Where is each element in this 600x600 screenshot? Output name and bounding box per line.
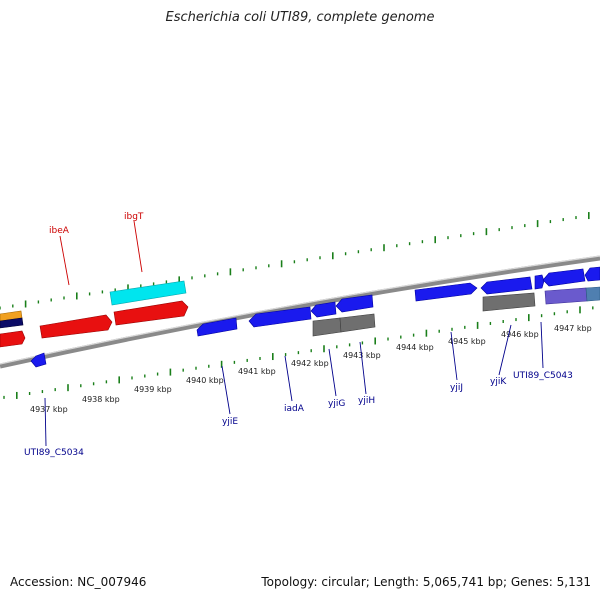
scale-label-4940: 4940 kbp xyxy=(186,376,224,385)
scale-labels: 4937 kbp 4938 kbp 4939 kbp 4940 kbp 4941… xyxy=(30,324,592,414)
gene-feature-UTI89_C5034[interactable] xyxy=(30,352,47,368)
gene-feature-gray-2[interactable] xyxy=(339,313,376,333)
gene-feature-gray-3[interactable] xyxy=(482,292,536,312)
gene-feature-gray-1[interactable] xyxy=(312,317,342,337)
gene-label-yjiK[interactable]: yjiK xyxy=(490,377,507,387)
scale-label-4938: 4938 kbp xyxy=(82,395,120,404)
gene-label-leaders xyxy=(44,220,544,447)
genome-backbone-highlight xyxy=(0,255,600,365)
gene-label-yjiJ[interactable]: yjiJ xyxy=(450,383,463,393)
gene-label-yjiH[interactable]: yjiH xyxy=(358,396,375,406)
accession-text: Accession: NC_007946 xyxy=(10,575,147,589)
scale-label-4942: 4942 kbp xyxy=(291,359,329,368)
gene-feature-ibeA[interactable] xyxy=(39,314,113,339)
scale-label-4947: 4947 kbp xyxy=(554,324,592,333)
gene-feature-yjiE[interactable] xyxy=(196,317,238,337)
outer-tick-ring xyxy=(0,212,590,310)
leader-ibeA xyxy=(59,235,70,286)
gene-labels: ibeA ibgT UTI89_C5034 yjiE iadA yjiG yji… xyxy=(24,212,573,458)
scale-label-4937: 4937 kbp xyxy=(30,405,68,414)
scale-label-4946: 4946 kbp xyxy=(501,330,539,339)
genome-summary-text: Topology: circular; Length: 5,065,741 bp… xyxy=(261,575,591,589)
gene-label-iadA[interactable]: iadA xyxy=(284,404,305,414)
map-title: Escherichia coli UTI89, complete genome xyxy=(165,10,435,25)
gene-feature-blue-edge[interactable] xyxy=(584,266,600,282)
gene-feature-red-2[interactable] xyxy=(113,300,189,326)
gene-feature-yjiH[interactable] xyxy=(335,294,374,313)
scale-label-4944: 4944 kbp xyxy=(396,343,434,352)
gene-feature-ibgT[interactable] xyxy=(109,280,187,306)
gene-feature-blue-wide[interactable] xyxy=(542,268,586,287)
leader-ibgT xyxy=(133,220,143,273)
leader-yjiG xyxy=(328,348,337,397)
gene-feature-yjiJ[interactable] xyxy=(414,282,478,302)
genome-backbone xyxy=(0,255,600,369)
gene-feature-steel-edge[interactable] xyxy=(585,286,600,302)
gene-label-ibeA[interactable]: ibeA xyxy=(49,226,70,236)
leader-iadA xyxy=(284,355,293,402)
inner-tick-ring xyxy=(3,306,594,399)
leader-yjiK xyxy=(498,324,512,376)
leader-UTI89_C5043 xyxy=(540,321,544,369)
leader-yjiH xyxy=(359,341,367,395)
gene-feature-UTI89_C5043[interactable] xyxy=(544,287,588,305)
reverse-strand-genes xyxy=(30,286,600,368)
gene-feature-yjiK[interactable] xyxy=(480,276,533,295)
gene-label-ibgT[interactable]: ibgT xyxy=(124,212,144,222)
leader-UTI89_C5034 xyxy=(44,397,47,447)
scale-label-4939: 4939 kbp xyxy=(134,385,172,394)
gene-feature-blue-small[interactable] xyxy=(534,274,545,290)
gene-feature-iadA[interactable] xyxy=(248,306,312,328)
gene-feature-navy-left[interactable] xyxy=(0,317,24,329)
forward-strand-genes xyxy=(0,266,600,348)
gene-feature-yjiG[interactable] xyxy=(310,301,337,318)
gene-label-yjiG[interactable]: yjiG xyxy=(328,399,345,409)
gene-label-UTI89_C5034[interactable]: UTI89_C5034 xyxy=(24,448,84,458)
gene-feature-red-left[interactable] xyxy=(0,330,26,348)
scale-label-4941: 4941 kbp xyxy=(238,367,276,376)
leader-yjiE xyxy=(221,365,231,415)
scale-label-4945: 4945 kbp xyxy=(448,337,486,346)
leader-yjiJ xyxy=(450,331,458,381)
gene-label-yjiE[interactable]: yjiE xyxy=(222,417,238,427)
gene-label-UTI89_C5043[interactable]: UTI89_C5043 xyxy=(513,371,573,381)
